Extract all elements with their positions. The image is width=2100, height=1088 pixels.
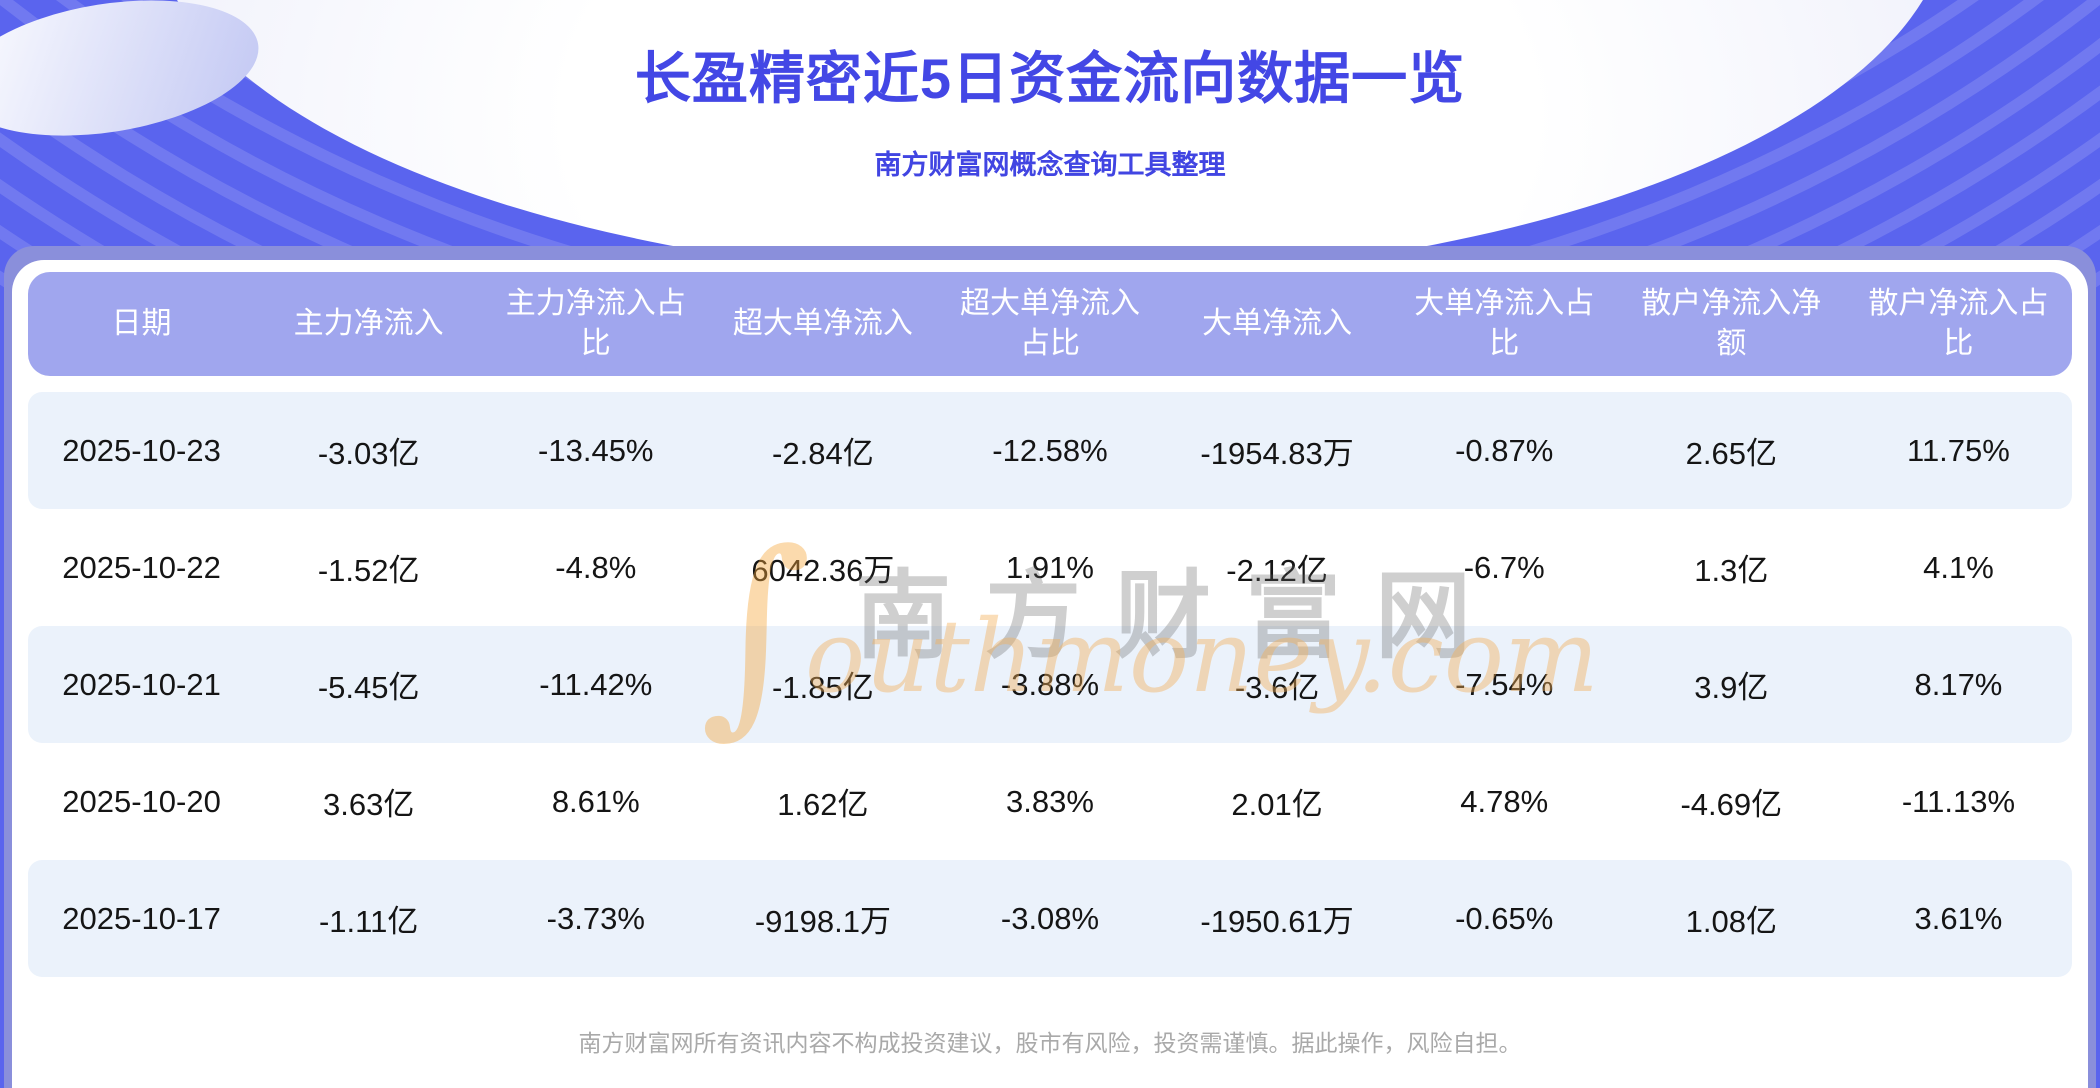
table-cell: -1.85亿 (772, 670, 874, 705)
table-cell: -13.45% (538, 432, 654, 468)
table-row: 2025-10-17 -1.11亿 -3.73% -9198.1万 -3.08% -195… (28, 860, 2072, 977)
table-cell: 3.9亿 (1694, 670, 1769, 705)
table-header: 日期 主力净流入 主力净流入占比 超大单净流入 超大单净流入占比 大单净流入 大单净流入占比… (28, 272, 2072, 376)
table-row: 2025-10-21 -5.45亿 -11.42% -1.85亿 -3.88% -3.6亿… (28, 626, 2072, 743)
table-cell: 2.65亿 (1685, 436, 1777, 471)
table-cell: -3.03亿 (317, 436, 420, 471)
table-cell: -9198.1万 (754, 904, 891, 939)
table-cell: 11.75% (1907, 432, 2010, 468)
table-cell: -11.42% (539, 666, 653, 702)
table-body: 2025-10-23 -3.03亿 -13.45% -2.84亿 -12.58% -195… (28, 392, 2072, 977)
table-cell: -0.87% (1455, 432, 1554, 468)
table-cell: 6042.36万 (751, 553, 895, 588)
table-cell: 1.91% (1006, 549, 1094, 585)
table-cell: -1954.83万 (1200, 436, 1354, 471)
table-row: 2025-10-23 -3.03亿 -13.45% -2.84亿 -12.58% -195… (28, 392, 2072, 509)
table-cell: -4.69亿 (1680, 787, 1783, 822)
table-row: 2025-10-20 3.63亿 8.61% 1.62亿 3.83% 2.01亿 4.78%… (28, 743, 2072, 860)
table-cell: 3.83% (1006, 783, 1094, 819)
table-cell: -11.13% (1901, 783, 2016, 819)
column-header: 散户净流入净额 (1641, 287, 1822, 360)
table-cell: -1.11亿 (318, 904, 419, 939)
table-cell: -1.52亿 (317, 553, 420, 588)
table-cell: 4.78% (1460, 783, 1549, 819)
table-cell: 4.1% (1923, 549, 1994, 585)
table-cell: 2025-10-23 (62, 432, 221, 468)
column-header: 日期 (111, 307, 172, 340)
column-header: 超大单净流入占比 (959, 287, 1140, 360)
table-cell: -0.65% (1455, 900, 1554, 936)
table-cell: -12.58% (992, 432, 1108, 468)
page-subtitle: 南方财富网概念查询工具整理 (874, 150, 1226, 180)
table-cell: -3.88% (1000, 666, 1100, 702)
content-card: 日期 主力净流入 主力净流入占比 超大单净流入 超大单净流入占比 大单净流入 大单净流入占比… (12, 260, 2088, 1088)
column-header: 大单净流入占比 (1414, 287, 1595, 360)
table-cell: 1.08亿 (1685, 904, 1777, 939)
table-cell: 1.62亿 (777, 787, 869, 822)
table-cell: -5.45亿 (317, 670, 420, 705)
table-cell: 2025-10-22 (62, 549, 221, 585)
title-block: 长盈精密近5日资金流向数据一览 南方财富网概念查询工具整理 (0, 34, 2100, 182)
table-cell: -4.8% (555, 549, 637, 585)
column-header: 主力净流入占比 (505, 287, 686, 360)
table-cell: -3.6亿 (1234, 670, 1320, 705)
table-cell: 8.17% (1914, 666, 2003, 702)
table-cell: 2025-10-20 (62, 783, 221, 819)
table-cell: -1950.61万 (1200, 904, 1354, 939)
table-row: 2025-10-22 -1.52亿 -4.8% 6042.36万 1.91% -2.12亿… (28, 509, 2072, 626)
page-title: 长盈精密近5日资金流向数据一览 (634, 47, 1466, 110)
table-cell: -3.08% (1000, 900, 1100, 936)
table-cell: 2.01亿 (1231, 787, 1323, 822)
table-cell: 8.61% (551, 783, 640, 819)
disclaimer-text: 南方财富网所有资讯内容不构成投资建议，股市有风险，投资需谨慎。据此操作，风险自担… (578, 1030, 1522, 1056)
table-cell: 2025-10-17 (62, 900, 221, 936)
column-header: 散户净流入占比 (1868, 287, 2049, 360)
table-cell: 3.63亿 (322, 787, 415, 822)
table-cell: 2025-10-21 (62, 666, 221, 702)
table-cell: -2.12亿 (1226, 553, 1328, 588)
table-cell: 3.61% (1914, 900, 2003, 936)
column-header: 超大单净流入 (732, 307, 913, 340)
column-header: 大单净流入 (1202, 307, 1353, 340)
column-header: 主力净流入 (293, 307, 444, 340)
table-cell: -2.84亿 (772, 436, 874, 471)
table-cell: -6.7% (1463, 549, 1545, 585)
table-cell: -3.73% (546, 900, 645, 936)
table-cell: 1.3亿 (1694, 553, 1769, 588)
table-cell: -7.54% (1455, 666, 1554, 702)
